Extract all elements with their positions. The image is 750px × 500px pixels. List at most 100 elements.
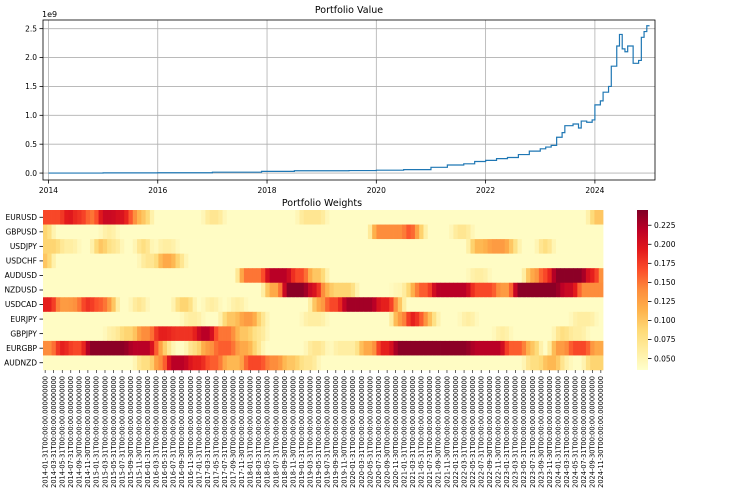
heatmap-cell bbox=[359, 282, 365, 298]
heatmap-cell bbox=[132, 355, 138, 371]
heatmap-cell bbox=[376, 326, 382, 342]
heatmap-cell bbox=[111, 282, 117, 298]
heatmap-cell bbox=[432, 326, 437, 342]
heatmap-cell bbox=[491, 268, 497, 284]
heatmap-cell bbox=[333, 282, 339, 298]
heatmap-cell bbox=[68, 239, 74, 254]
heatmap-cell bbox=[432, 340, 437, 356]
heatmap-cell bbox=[90, 340, 95, 356]
heatmap-cell bbox=[590, 326, 595, 342]
heatmap-cell bbox=[107, 355, 112, 371]
heatmap-cell bbox=[64, 253, 70, 269]
heatmap-cell bbox=[517, 253, 523, 269]
heatmap-cell bbox=[564, 224, 570, 240]
heatmap-cell bbox=[526, 340, 531, 356]
heatmap-cell bbox=[547, 297, 553, 313]
heatmap-cell bbox=[278, 210, 283, 225]
heatmap-cell bbox=[252, 239, 258, 254]
heatmap-cell bbox=[500, 311, 506, 327]
heatmap-cell bbox=[218, 224, 223, 240]
heatmap-cell bbox=[166, 340, 172, 356]
heatmap-cell bbox=[342, 340, 347, 356]
heatmap-cell bbox=[43, 210, 48, 225]
heatmap-cell bbox=[461, 311, 467, 327]
heatmap-cell bbox=[196, 282, 202, 298]
heatmap-cell bbox=[269, 311, 275, 327]
heatmap-cell bbox=[479, 224, 484, 240]
heatmap-cell bbox=[538, 268, 544, 284]
heatmap-cell bbox=[77, 282, 82, 298]
date-label: 2024-03-31T00:00:00.000000000 bbox=[563, 376, 571, 488]
heatmap-cell bbox=[145, 297, 151, 313]
heatmap-cell bbox=[295, 224, 300, 240]
heatmap-cell bbox=[132, 253, 138, 269]
heatmap-cell bbox=[363, 326, 369, 342]
heatmap-cell bbox=[543, 311, 548, 327]
heatmap-cell bbox=[162, 239, 168, 254]
heatmap-cell bbox=[77, 355, 82, 371]
heatmap-cell bbox=[598, 297, 604, 313]
row-label: EURJPY bbox=[10, 315, 37, 324]
heatmap-cell bbox=[149, 282, 155, 298]
heatmap-cell bbox=[243, 224, 249, 240]
heatmap-cell bbox=[470, 210, 476, 225]
heatmap-cell bbox=[98, 326, 104, 342]
heatmap-cell bbox=[149, 253, 155, 269]
heatmap-cell bbox=[568, 340, 574, 356]
heatmap-cell bbox=[393, 311, 399, 327]
heatmap-cell bbox=[423, 297, 429, 313]
heatmap-cell bbox=[235, 224, 241, 240]
heatmap-cell bbox=[581, 297, 587, 313]
heatmap-cell bbox=[333, 340, 339, 356]
heatmap-cell bbox=[119, 355, 125, 371]
heatmap-cell bbox=[209, 326, 215, 342]
heatmap-cell bbox=[483, 340, 488, 356]
heatmap-cell bbox=[175, 355, 181, 371]
heatmap-cell bbox=[444, 268, 450, 284]
heatmap-cell bbox=[410, 253, 416, 269]
heatmap-cell bbox=[269, 326, 275, 342]
heatmap-cell bbox=[282, 326, 288, 342]
heatmap-cell bbox=[85, 239, 91, 254]
heatmap-cell bbox=[299, 311, 305, 327]
heatmap-cell bbox=[72, 282, 78, 298]
heatmap-cell bbox=[461, 326, 467, 342]
heatmap-cell bbox=[72, 239, 78, 254]
heatmap-cell bbox=[273, 239, 279, 254]
heatmap-cell bbox=[128, 340, 134, 356]
heatmap-cell bbox=[94, 355, 99, 371]
heatmap-cell bbox=[43, 355, 48, 371]
heatmap-cell bbox=[213, 239, 219, 254]
heatmap-cell bbox=[196, 239, 202, 254]
date-label: 2021-05-31T00:00:00.000000000 bbox=[418, 376, 426, 488]
heatmap-cell bbox=[555, 326, 561, 342]
heatmap-cell bbox=[474, 297, 480, 313]
heatmap-cell bbox=[145, 311, 151, 327]
heatmap-cell bbox=[461, 297, 467, 313]
heatmap-cell bbox=[184, 355, 189, 371]
heatmap-cell bbox=[235, 268, 241, 284]
heatmap-cell bbox=[51, 311, 57, 327]
heatmap-cell bbox=[77, 326, 82, 342]
heatmap-cell bbox=[51, 340, 57, 356]
heatmap-cell bbox=[47, 311, 52, 327]
heatmap-cell bbox=[483, 297, 488, 313]
heatmap-cell bbox=[590, 268, 595, 284]
heatmap-cell bbox=[453, 224, 459, 240]
heatmap-cell bbox=[380, 311, 386, 327]
heatmap-cell bbox=[487, 210, 493, 225]
heatmap-cell bbox=[171, 224, 176, 240]
heatmap-cell bbox=[410, 355, 416, 371]
row-label: USDCHF bbox=[6, 257, 37, 266]
heatmap-cell bbox=[248, 355, 253, 371]
heatmap-cell bbox=[577, 282, 583, 298]
heatmap-cell bbox=[252, 268, 258, 284]
heatmap-cell bbox=[209, 224, 215, 240]
heatmap-cell bbox=[312, 355, 317, 371]
heatmap-cell bbox=[261, 326, 266, 342]
heatmap-cell bbox=[158, 210, 164, 225]
heatmap-cell bbox=[346, 355, 352, 371]
heatmap-cell bbox=[166, 239, 172, 254]
heatmap-cell bbox=[166, 253, 172, 269]
heatmap-cell bbox=[252, 297, 258, 313]
